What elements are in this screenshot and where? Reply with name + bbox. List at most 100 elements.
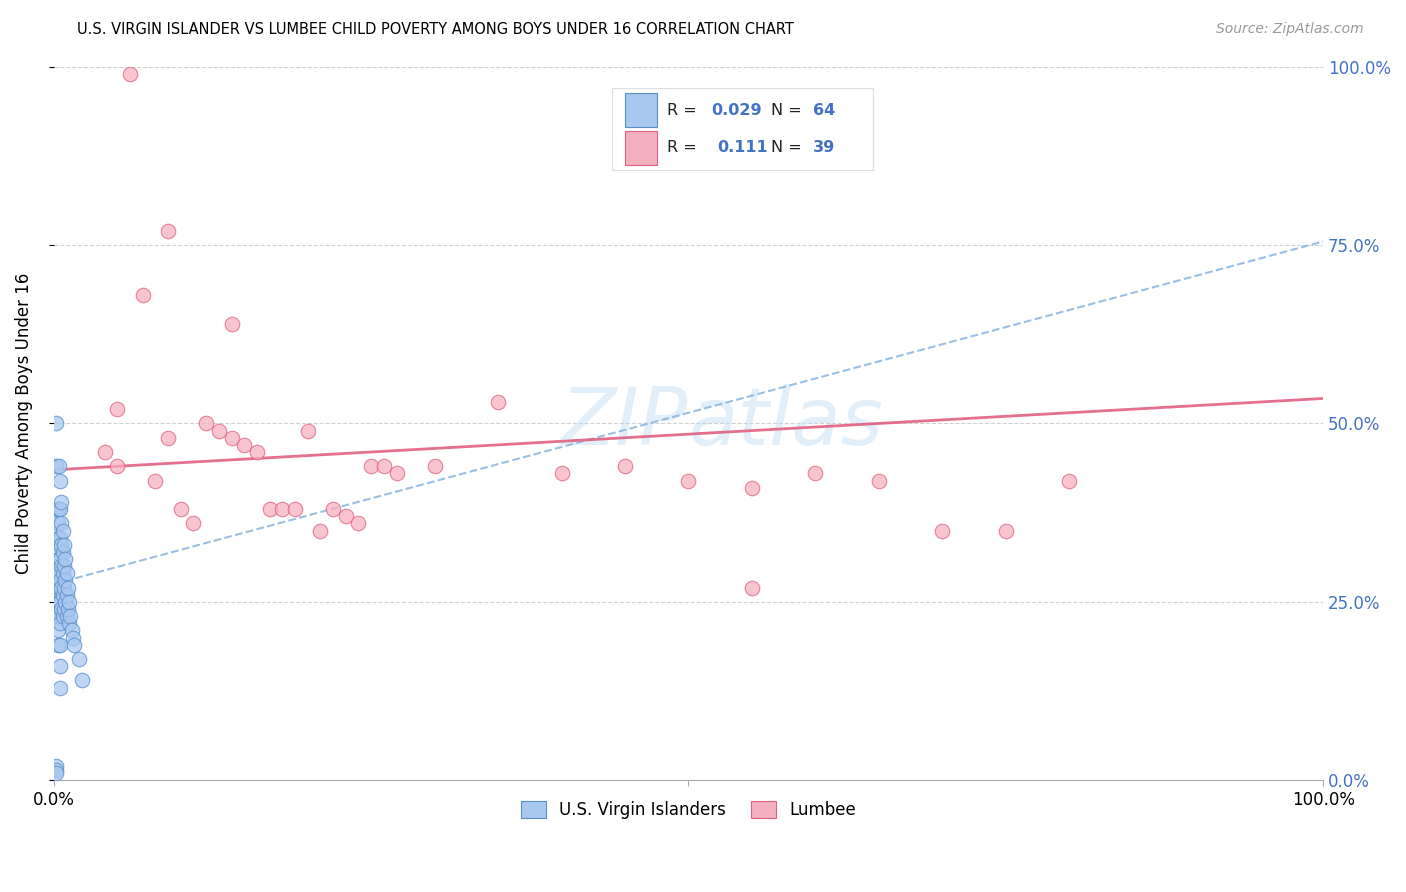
Y-axis label: Child Poverty Among Boys Under 16: Child Poverty Among Boys Under 16 bbox=[15, 273, 32, 574]
Point bbox=[170, 502, 193, 516]
Point bbox=[60, 624, 83, 638]
Point bbox=[45, 459, 67, 474]
Point bbox=[45, 763, 67, 777]
Point bbox=[51, 538, 73, 552]
Point bbox=[93, 445, 115, 459]
Point bbox=[46, 531, 69, 545]
Text: ZIP: ZIP bbox=[561, 384, 689, 462]
Point bbox=[105, 402, 128, 417]
Point bbox=[994, 524, 1017, 538]
Point bbox=[614, 459, 637, 474]
Point bbox=[67, 652, 90, 666]
Point bbox=[58, 616, 80, 631]
Point bbox=[360, 459, 382, 474]
Point bbox=[46, 566, 69, 581]
Point bbox=[55, 609, 77, 624]
Point bbox=[868, 474, 890, 488]
Point bbox=[105, 459, 128, 474]
Point bbox=[271, 502, 294, 516]
Point bbox=[48, 538, 70, 552]
Point bbox=[804, 467, 827, 481]
Point bbox=[49, 616, 72, 631]
Point bbox=[1059, 474, 1081, 488]
Point bbox=[233, 438, 256, 452]
Point bbox=[55, 566, 77, 581]
Point bbox=[58, 595, 80, 609]
Point bbox=[131, 288, 153, 302]
Point bbox=[56, 581, 79, 595]
FancyBboxPatch shape bbox=[626, 131, 657, 165]
Point bbox=[53, 581, 76, 595]
Point bbox=[46, 581, 69, 595]
Point bbox=[46, 638, 69, 652]
Point bbox=[46, 552, 69, 566]
Point bbox=[52, 566, 75, 581]
Point bbox=[741, 581, 763, 595]
Point bbox=[49, 502, 72, 516]
Point bbox=[741, 481, 763, 495]
Point bbox=[55, 588, 77, 602]
Text: 64: 64 bbox=[813, 103, 835, 118]
Point bbox=[284, 502, 307, 516]
Point bbox=[373, 459, 395, 474]
Point bbox=[51, 581, 73, 595]
FancyBboxPatch shape bbox=[626, 93, 657, 128]
Point bbox=[259, 502, 281, 516]
Point bbox=[347, 516, 370, 531]
Point bbox=[52, 609, 75, 624]
Text: 39: 39 bbox=[813, 140, 835, 155]
Point bbox=[46, 609, 69, 624]
Point bbox=[48, 581, 70, 595]
Point bbox=[157, 224, 180, 238]
Text: U.S. VIRGIN ISLANDER VS LUMBEE CHILD POVERTY AMONG BOYS UNDER 16 CORRELATION CHA: U.S. VIRGIN ISLANDER VS LUMBEE CHILD POV… bbox=[77, 22, 794, 37]
Point bbox=[931, 524, 953, 538]
Point bbox=[53, 552, 76, 566]
Point bbox=[46, 502, 69, 516]
Point bbox=[51, 602, 73, 616]
Point bbox=[49, 552, 72, 566]
Point bbox=[51, 495, 73, 509]
Point bbox=[49, 595, 72, 609]
Point bbox=[45, 766, 67, 780]
Point bbox=[53, 595, 76, 609]
Point bbox=[322, 502, 344, 516]
Text: 0.029: 0.029 bbox=[711, 103, 762, 118]
Point bbox=[46, 624, 69, 638]
Point bbox=[48, 609, 70, 624]
Point bbox=[145, 474, 167, 488]
Text: Source: ZipAtlas.com: Source: ZipAtlas.com bbox=[1216, 22, 1364, 37]
Point bbox=[63, 638, 86, 652]
Point bbox=[48, 459, 70, 474]
Point bbox=[48, 502, 70, 516]
Point bbox=[385, 467, 408, 481]
Point bbox=[246, 445, 269, 459]
Point bbox=[49, 638, 72, 652]
Point bbox=[49, 574, 72, 588]
Point bbox=[221, 317, 243, 331]
Text: atlas: atlas bbox=[689, 384, 883, 462]
Point bbox=[208, 424, 231, 438]
Point bbox=[221, 431, 243, 445]
Text: N =: N = bbox=[770, 140, 807, 155]
Legend: U.S. Virgin Islanders, Lumbee: U.S. Virgin Islanders, Lumbee bbox=[515, 794, 863, 825]
Point bbox=[53, 559, 76, 574]
Text: 0.111: 0.111 bbox=[717, 140, 768, 155]
Point bbox=[309, 524, 332, 538]
Point bbox=[297, 424, 319, 438]
Point bbox=[52, 545, 75, 559]
Point bbox=[46, 595, 69, 609]
Point bbox=[48, 595, 70, 609]
Point bbox=[678, 474, 700, 488]
Point bbox=[53, 574, 76, 588]
Point bbox=[56, 602, 79, 616]
Point bbox=[49, 474, 72, 488]
Point bbox=[45, 417, 67, 431]
Point bbox=[62, 631, 84, 645]
Point bbox=[335, 509, 357, 524]
Point bbox=[70, 673, 93, 688]
FancyBboxPatch shape bbox=[613, 88, 873, 170]
Point bbox=[157, 431, 180, 445]
Point bbox=[486, 395, 509, 409]
Point bbox=[45, 759, 67, 773]
Text: R =: R = bbox=[666, 140, 707, 155]
